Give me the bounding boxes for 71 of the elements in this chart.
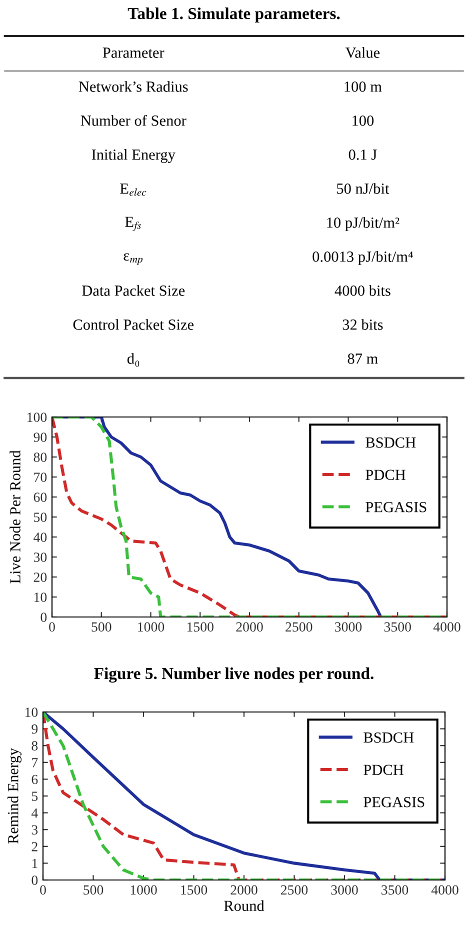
legend-label: BSDCH: [364, 732, 414, 743]
caption: Figure 5. Number live nodes per round.: [94, 667, 374, 683]
x-tick-label: 1000: [130, 885, 157, 895]
text: Control Packet Size: [73, 319, 194, 330]
text: Parameter: [102, 48, 164, 58]
x-tick-label: 1000: [138, 622, 164, 632]
y-tick-label: 0: [40, 612, 47, 622]
y-axis-title: Live Node Per Round: [10, 450, 20, 584]
legend-label: PDCH: [366, 470, 406, 480]
y-tick-label: 1: [32, 858, 38, 868]
x-tick-label: 2500: [280, 885, 308, 895]
y-tick-label: 3: [32, 825, 38, 835]
x-tick-label: 1500: [187, 622, 214, 632]
x-tick-label: 2500: [286, 622, 312, 632]
y-axis-title: Remind Energy: [8, 748, 22, 844]
text: E$_{fs}$: [125, 216, 142, 232]
y-tick-label: 50: [34, 512, 47, 522]
y-tick-label: 70: [34, 472, 47, 482]
text: Value: [345, 47, 380, 58]
x-tick-label: 3000: [331, 885, 358, 895]
y-tick-label: 2: [32, 842, 38, 852]
y-tick-label: 4: [31, 808, 38, 818]
text: 100: [352, 116, 374, 126]
text: d₀: [127, 353, 140, 367]
x-tick-label: 0: [49, 622, 55, 632]
x-axis-title: Round: [224, 900, 264, 911]
text: 32 bits: [342, 319, 383, 330]
y-tick-label: 90: [34, 432, 47, 442]
text: 4000 bits: [334, 285, 390, 296]
legend-label: PEGASIS: [366, 502, 426, 512]
x-tick-label: 3500: [384, 622, 411, 632]
text: 87 m: [348, 354, 378, 364]
text: Data Packet Size: [82, 285, 185, 296]
x-tick-label: 4000: [431, 885, 458, 895]
x-tick-label: 1500: [181, 885, 208, 895]
x-tick-label: 3500: [382, 885, 408, 895]
y-tick-label: 8: [32, 741, 38, 751]
y-tick-label: 80: [34, 452, 47, 462]
line-series: [43, 712, 445, 880]
y-tick-label: 60: [34, 492, 47, 502]
text: Initial Energy: [92, 149, 176, 163]
text: Number of Senor: [80, 114, 186, 126]
y-tick-label: 10: [25, 708, 38, 717]
text: Network’s Radius: [78, 81, 188, 92]
y-tick-label: 40: [34, 532, 47, 542]
x-tick-label: 2000: [230, 885, 258, 895]
text: ε$_{mp}$: [124, 253, 143, 265]
x-tick-label: 2000: [236, 622, 263, 632]
x-tick-label: 500: [84, 885, 104, 895]
y-tick-label: 100: [28, 412, 47, 422]
legend-label: BSDCH: [366, 437, 416, 448]
text: Table 1. Simulate parameters.: [128, 7, 340, 23]
x-tick-label: 500: [92, 622, 112, 632]
text: 0.1 J: [348, 150, 377, 160]
text: 100 m: [344, 82, 382, 92]
y-tick-label: 30: [34, 552, 47, 562]
y-tick-label: 0: [32, 876, 38, 885]
x-tick-label: 3000: [335, 622, 362, 632]
legend-label: PDCH: [364, 764, 404, 775]
y-tick-label: 10: [34, 592, 47, 602]
text: 10 pJ/bit/m²: [327, 217, 400, 231]
y-tick-label: 20: [34, 572, 47, 582]
legend-label: PEGASIS: [364, 797, 424, 808]
y-tick-label: 6: [32, 774, 38, 784]
text: E$_{elec}$: [120, 184, 146, 196]
y-tick-label: 5: [32, 792, 38, 801]
x-tick-label: 4000: [433, 622, 460, 632]
y-tick-label: 9: [32, 724, 38, 734]
y-tick-label: 7: [32, 758, 38, 768]
text: 50 nJ/bit: [337, 183, 390, 194]
text: 0.0013 pJ/bit/m⁴: [312, 251, 413, 265]
